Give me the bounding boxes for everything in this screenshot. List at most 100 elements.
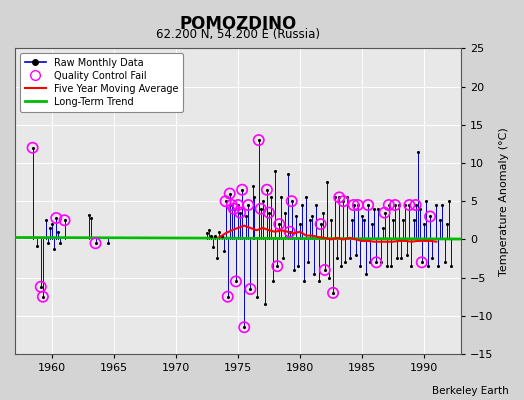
Point [222,198,230,204]
Point [246,286,255,292]
Point [300,278,308,285]
Point [304,259,312,266]
Point [227,202,236,208]
Point [312,202,321,208]
Point [418,259,426,266]
Point [232,278,240,285]
Point [217,232,226,239]
Point [438,202,446,208]
Point [283,171,292,178]
Point [236,210,244,216]
Point [277,194,286,200]
Point [368,221,376,227]
Point [240,324,248,330]
Point [263,186,271,193]
Point [296,221,304,227]
Point [393,255,401,262]
Point [246,286,255,292]
Point [405,202,413,208]
Point [335,194,343,200]
Point [269,278,277,285]
Point [220,248,228,254]
Point [302,194,310,200]
Point [354,202,362,208]
Point [372,259,380,266]
Point [253,294,261,300]
Point [290,267,298,273]
Point [273,263,281,269]
Point [250,194,259,200]
Point [321,267,329,273]
Point [28,144,37,151]
Point [385,202,393,208]
Point [341,259,350,266]
Point [383,263,391,269]
Point [224,294,232,300]
Point [395,202,403,208]
Point [391,202,399,208]
Point [440,259,449,266]
Point [281,210,290,216]
Point [52,215,60,221]
Point [298,202,306,208]
Point [224,294,232,300]
Point [54,228,62,235]
Point [424,263,432,269]
Point [240,324,248,330]
Point [52,215,60,221]
Title: POMOZDINO: POMOZDINO [179,15,297,33]
Point [222,198,230,204]
Point [248,183,257,189]
Point [385,202,393,208]
Point [244,202,253,208]
Legend: Raw Monthly Data, Quality Control Fail, Five Year Moving Average, Long-Term Tren: Raw Monthly Data, Quality Control Fail, … [20,53,183,112]
Point [432,202,441,208]
Point [337,263,345,269]
Point [230,206,238,212]
Point [316,221,325,227]
Point [205,227,213,234]
Point [345,255,354,262]
Point [316,221,325,227]
Point [232,278,240,285]
Point [329,290,337,296]
Text: Berkeley Earth: Berkeley Earth [432,386,508,396]
Point [422,198,430,204]
Point [234,202,242,208]
Text: 62.200 N, 54.200 E (Russia): 62.200 N, 54.200 E (Russia) [156,28,320,41]
Point [380,210,389,216]
Point [354,202,362,208]
Point [209,244,217,250]
Point [321,267,329,273]
Point [444,198,453,204]
Point [446,263,455,269]
Point [46,225,54,231]
Point [374,206,383,212]
Point [91,240,100,246]
Point [387,263,395,269]
Point [286,228,294,235]
Point [352,252,360,258]
Point [39,294,47,300]
Point [426,213,434,220]
Point [407,263,416,269]
Point [380,210,389,216]
Point [370,206,378,212]
Point [267,194,275,200]
Point [403,252,411,258]
Point [428,255,436,262]
Point [242,213,250,220]
Point [259,198,267,204]
Point [416,206,424,212]
Point [48,221,57,227]
Point [389,217,397,224]
Point [275,221,283,227]
Point [211,232,220,239]
Point [225,190,234,197]
Point [356,263,364,269]
Point [238,186,246,193]
Point [411,202,420,208]
Point [85,212,93,218]
Point [350,202,358,208]
Point [28,144,37,151]
